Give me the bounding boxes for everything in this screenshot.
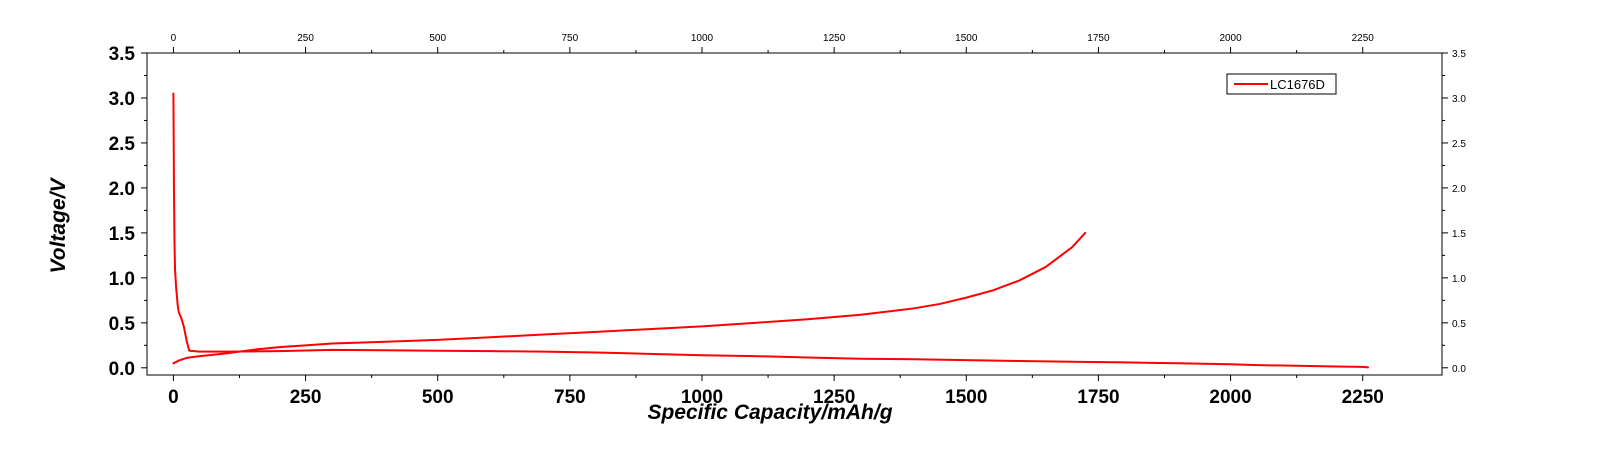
- x-tick-label-bottom: 2000: [1209, 387, 1251, 408]
- x-tick-label-top: 250: [297, 33, 314, 44]
- y-tick-label-right: 1.5: [1452, 229, 1466, 240]
- x-tick-label-top: 500: [429, 33, 446, 44]
- y-axis-title: Voltage/V: [47, 177, 70, 274]
- y-tick-label-left: 0.0: [109, 359, 135, 380]
- y-tick-label-right: 3.0: [1452, 94, 1466, 105]
- series-line-discharge: [172, 92, 1369, 369]
- x-tick-label-bottom: 500: [422, 387, 454, 408]
- x-axis-title: Specific Capacity/mAh/g: [647, 401, 892, 424]
- legend-box: [1226, 73, 1337, 95]
- y-tick-label-right: 0.0: [1452, 364, 1466, 375]
- x-tick-label-bottom: 1250: [813, 387, 855, 408]
- y-tick-label-right: 3.5: [1452, 49, 1466, 60]
- y-tick-label-left: 0.5: [109, 314, 136, 335]
- y-tick-label-right: 2.5: [1452, 139, 1466, 150]
- x-tick-label-bottom: 250: [290, 387, 322, 408]
- legend: LC1676D: [1226, 73, 1337, 95]
- y-tick-label-left: 1.5: [109, 224, 136, 245]
- y-tick-label-left: 3.5: [109, 44, 136, 65]
- y-tick-label-left: 3.0: [109, 89, 135, 110]
- y-tick-label-left: 2.5: [109, 134, 136, 155]
- x-tick-label-top: 1000: [691, 33, 714, 44]
- x-tick-label-top: 1500: [955, 33, 978, 44]
- plot-frame: [146, 52, 1443, 376]
- x-tick-label-top: 2000: [1219, 33, 1242, 44]
- x-tick-label-bottom: 1000: [681, 387, 723, 408]
- series-line-charge: [172, 231, 1087, 365]
- x-tick-label-bottom: 1500: [945, 387, 987, 408]
- x-tick-label-bottom: 1750: [1077, 387, 1119, 408]
- x-tick-label-top: 0: [171, 33, 177, 44]
- ticks-layer: [141, 47, 1448, 381]
- y-tick-label-right: 0.5: [1452, 319, 1466, 330]
- x-tick-label-bottom: 0: [168, 387, 179, 408]
- legend-label: LC1676D: [1270, 77, 1325, 92]
- y-tick-label-right: 1.0: [1452, 274, 1466, 285]
- x-tick-label-top: 1250: [823, 33, 846, 44]
- x-tick-label-top: 750: [562, 33, 579, 44]
- y-tick-label-left: 2.0: [109, 179, 135, 200]
- y-tick-label-right: 2.0: [1452, 184, 1466, 195]
- x-tick-label-top: 2250: [1352, 33, 1375, 44]
- x-tick-label-bottom: 2250: [1342, 387, 1384, 408]
- x-tick-label-bottom: 750: [554, 387, 586, 408]
- x-tick-label-top: 1750: [1087, 33, 1110, 44]
- y-tick-label-left: 1.0: [109, 269, 135, 290]
- series-layer: [172, 92, 1369, 369]
- tick-labels-layer: 0 0 250 250 500 500 750 750 1000 1000 1250 1250 1500…: [109, 33, 1467, 408]
